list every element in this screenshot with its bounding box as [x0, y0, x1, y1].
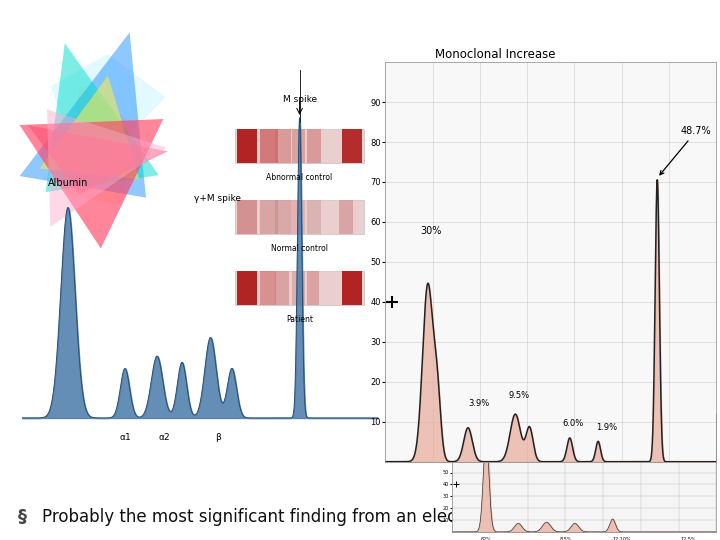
Bar — [339, 200, 353, 234]
Text: 62%: 62% — [481, 537, 492, 540]
Text: §: § — [18, 508, 27, 526]
Polygon shape — [28, 125, 168, 194]
Title: Reference Pattern: Reference Pattern — [553, 406, 616, 412]
Bar — [274, 200, 291, 234]
Bar — [261, 200, 278, 234]
Text: 3.9%: 3.9% — [468, 399, 490, 408]
Polygon shape — [47, 110, 166, 227]
Text: 48.7%: 48.7% — [660, 126, 711, 175]
Bar — [235, 271, 364, 305]
Text: 30%: 30% — [420, 226, 442, 236]
Text: α1: α1 — [119, 433, 131, 442]
Bar — [292, 271, 305, 305]
Text: γ+M spike: γ+M spike — [194, 194, 241, 204]
Text: Patient: Patient — [286, 315, 313, 324]
Text: Normal control: Normal control — [271, 244, 328, 253]
Bar — [343, 271, 362, 305]
Bar — [307, 200, 321, 234]
Polygon shape — [19, 119, 163, 248]
Bar — [261, 129, 278, 163]
Bar — [237, 271, 257, 305]
Text: α2: α2 — [158, 433, 170, 442]
Text: M spike: M spike — [282, 96, 317, 104]
Bar — [235, 200, 364, 234]
Bar — [307, 129, 321, 163]
Text: 8.5%: 8.5% — [559, 537, 572, 540]
Bar — [274, 271, 289, 305]
Bar — [237, 200, 257, 234]
Text: β: β — [215, 433, 220, 442]
Bar — [235, 129, 364, 163]
Polygon shape — [65, 86, 137, 205]
Text: 1.9%: 1.9% — [595, 423, 617, 432]
Bar — [274, 129, 291, 163]
Text: 12.5%: 12.5% — [680, 537, 696, 540]
Bar — [307, 271, 319, 305]
Polygon shape — [50, 54, 166, 178]
Bar — [292, 129, 305, 163]
Bar — [291, 200, 305, 234]
Text: Abnormal control: Abnormal control — [266, 173, 333, 181]
Text: Probably the most significant finding from an electrophoretic pattern: Probably the most significant finding fr… — [42, 508, 613, 526]
Polygon shape — [19, 32, 146, 198]
Polygon shape — [40, 76, 139, 179]
Text: 6.0%: 6.0% — [562, 418, 584, 428]
Text: Albumin: Albumin — [48, 178, 88, 188]
Polygon shape — [46, 43, 158, 192]
Text: 12.10%: 12.10% — [613, 537, 631, 540]
Bar — [237, 129, 257, 163]
Bar — [261, 271, 276, 305]
Text: 9.5%: 9.5% — [508, 391, 529, 400]
Text: Monoclonal Increase: Monoclonal Increase — [435, 48, 555, 61]
Bar — [343, 129, 362, 163]
